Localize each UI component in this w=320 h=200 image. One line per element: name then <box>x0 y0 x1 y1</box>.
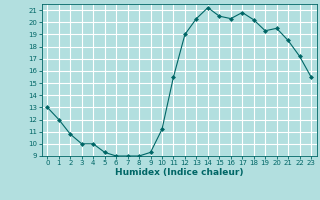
X-axis label: Humidex (Indice chaleur): Humidex (Indice chaleur) <box>115 168 244 177</box>
